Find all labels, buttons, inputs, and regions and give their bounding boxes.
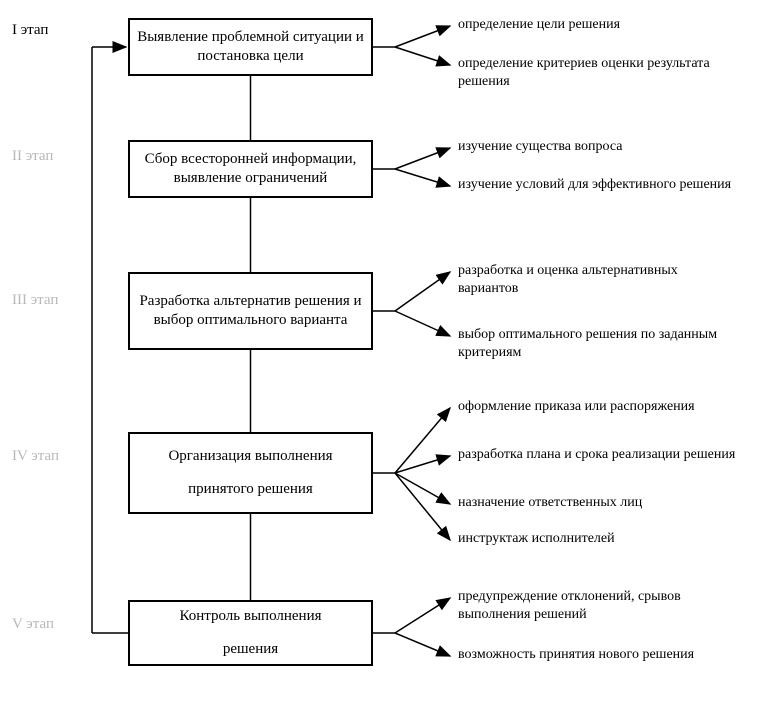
flowchart-root: I этап Выявление проблемной ситуации и по… bbox=[0, 0, 768, 724]
stage-4-sub-2: разработка плана и срока реали­зации реш… bbox=[458, 446, 735, 464]
stage-label-1: I этап bbox=[12, 22, 48, 39]
stage-2-sub-1: изучение существа вопроса bbox=[458, 138, 622, 156]
stage-5-sub-1: предупреждение отклонений, срывов выполн… bbox=[458, 588, 738, 623]
stage-box-1: Выявление проблемной ситуации и постанов… bbox=[128, 18, 373, 76]
stage-4-sub-4: инструктаж исполнителей bbox=[458, 530, 615, 548]
stage-box-4: Организация выполненияпринятого решения bbox=[128, 432, 373, 514]
stage-label-4: IV этап bbox=[12, 448, 59, 465]
stage-box-2: Сбор всесторонней инфор­мации, выявление… bbox=[128, 140, 373, 198]
stage-2-sub-2: изучение условий для эффективного решени… bbox=[458, 176, 731, 194]
stage-1-sub-2: определение критериев оценки результата … bbox=[458, 55, 738, 90]
stage-4-sub-1: оформление приказа или распо­ряжения bbox=[458, 398, 695, 416]
stage-box-5: Контроль выполнениярешения bbox=[128, 600, 373, 666]
stage-label-2: II этап bbox=[12, 148, 53, 165]
stage-4-sub-3: назначение ответственных лиц bbox=[458, 494, 642, 512]
stage-box-3: Разработка альтернатив решения и выбор о… bbox=[128, 272, 373, 350]
stage-label-3: III этап bbox=[12, 292, 58, 309]
stage-5-sub-2: возможность принятия нового решения bbox=[458, 646, 694, 664]
stage-3-sub-2: выбор оптимального решения по заданным к… bbox=[458, 326, 738, 361]
stage-label-5: V этап bbox=[12, 616, 54, 633]
stage-1-sub-1: определение цели решения bbox=[458, 16, 620, 34]
stage-3-sub-1: разработка и оценка альтернативных вариа… bbox=[458, 262, 738, 297]
